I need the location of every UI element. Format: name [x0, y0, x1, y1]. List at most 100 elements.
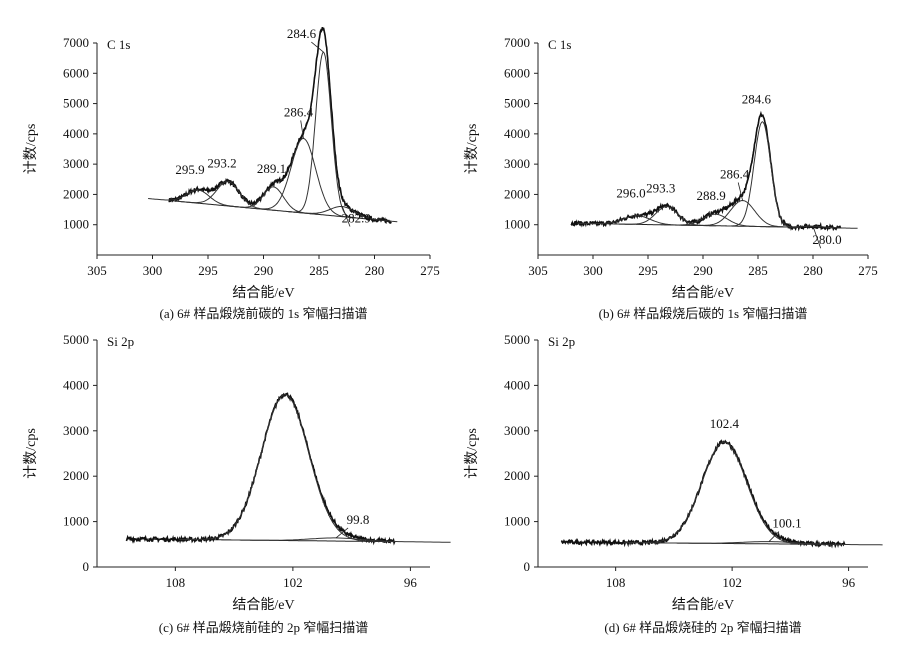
peak-label: 102.4 [710, 416, 740, 431]
peak-label: 288.9 [696, 188, 725, 203]
peak-label: 282.9 [342, 211, 371, 226]
component-peak [725, 121, 800, 228]
y-tick-label: 1000 [63, 514, 89, 529]
x-axis-label: 结合能/eV [672, 285, 734, 301]
component-peak [248, 137, 359, 219]
component-peak [660, 213, 770, 228]
x-tick-label: 96 [842, 575, 856, 590]
peak-label: 293.2 [207, 155, 236, 170]
y-tick-label: 6000 [63, 65, 89, 80]
y-tick-label: 4000 [504, 377, 530, 392]
y-tick-label: 1000 [504, 514, 530, 529]
x-axis-label: 结合能/eV [672, 597, 734, 613]
raw-spectrum [168, 26, 392, 224]
peak-leader [768, 531, 780, 542]
fit-envelope [571, 114, 841, 229]
peak-leader [341, 206, 351, 227]
y-axis-label: 计数/cps [23, 124, 39, 175]
y-tick-label: 3000 [504, 423, 530, 438]
peak-label: 280.0 [812, 232, 841, 247]
peak-label: 284.6 [742, 92, 772, 107]
x-tick-label: 108 [606, 575, 626, 590]
y-tick-label: 5000 [63, 96, 89, 111]
y-axis-label: 计数/cps [464, 124, 480, 175]
x-tick-label: 108 [166, 575, 186, 590]
panel-label: Si 2p [548, 334, 575, 349]
x-tick-label: 285 [309, 263, 329, 278]
peak-label: 296.0 [616, 186, 645, 201]
x-tick-label: 295 [638, 263, 658, 278]
fit-envelope [561, 441, 845, 545]
peak-label: 295.9 [175, 162, 204, 177]
x-tick-label: 300 [143, 263, 163, 278]
y-tick-label: 5000 [504, 96, 530, 111]
x-tick-label: 275 [420, 263, 440, 278]
y-tick-label: 3000 [63, 423, 89, 438]
y-tick-label: 3000 [504, 156, 530, 171]
x-tick-label: 102 [722, 575, 742, 590]
peak-leader [311, 41, 324, 53]
component-peak [179, 393, 391, 543]
panel-label: Si 2p [107, 334, 134, 349]
component-peak [221, 537, 451, 543]
component-peak [655, 541, 883, 546]
y-tick-label: 2000 [504, 468, 530, 483]
component-peak [688, 199, 798, 228]
panel-3: 0 1000 2000 3000 4000 5000 108 102 96 结合能/eV 计数/cp… [23, 332, 451, 635]
peak-label: 289.1 [257, 161, 286, 176]
y-tick-label: 2000 [63, 186, 89, 201]
x-tick-label: 305 [87, 263, 107, 278]
y-tick-label: 5000 [63, 332, 89, 347]
panel-2: 1000 2000 3000 4000 5000 6000 7000 305 300 295 290… [464, 35, 878, 321]
panel-caption: (c) 6# 样品煅烧前硅的 2p 窄幅扫描谱 [159, 620, 368, 635]
x-tick-label: 275 [858, 263, 878, 278]
peak-leader [335, 527, 349, 539]
y-tick-label: 6000 [504, 65, 530, 80]
panel-caption: (d) 6# 样品煅烧硅的 2p 窄幅扫描谱 [604, 620, 801, 635]
y-tick-label: 2000 [504, 186, 530, 201]
peak-leader [737, 182, 743, 201]
peak-label: 99.8 [347, 512, 370, 527]
x-axis-label: 结合能/eV [232, 597, 294, 613]
y-tick-label: 0 [83, 559, 90, 574]
panel-1: 1000 2000 3000 4000 5000 6000 7000 305 300 295 290… [23, 26, 440, 321]
peak-label: 293.3 [646, 181, 675, 196]
peak-leader [812, 226, 822, 249]
y-tick-label: 4000 [504, 126, 530, 141]
y-axis-label: 计数/cps [464, 428, 480, 479]
component-peak [768, 225, 858, 229]
y-tick-label: 4000 [63, 377, 89, 392]
y-axis-label: 计数/cps [23, 428, 39, 479]
x-axis-label: 结合能/eV [232, 285, 294, 301]
y-tick-label: 4000 [63, 126, 89, 141]
x-tick-label: 295 [198, 263, 218, 278]
x-tick-label: 290 [254, 263, 274, 278]
x-tick-label: 290 [693, 263, 713, 278]
y-tick-label: 2000 [63, 468, 89, 483]
peak-leader [300, 120, 304, 139]
peak-label: 286.4 [284, 104, 314, 119]
x-tick-label: 96 [404, 575, 418, 590]
y-tick-label: 3000 [63, 156, 89, 171]
peak-label: 286.4 [720, 166, 750, 181]
x-tick-label: 305 [528, 263, 548, 278]
y-tick-label: 7000 [504, 35, 530, 50]
raw-spectrum [570, 110, 842, 232]
y-tick-label: 1000 [504, 217, 530, 232]
panel-caption: (a) 6# 样品煅烧前碳的 1s 窄幅扫描谱 [160, 306, 368, 321]
panel-caption: (b) 6# 样品煅烧后碳的 1s 窄幅扫描谱 [599, 306, 808, 321]
panel-label: C 1s [548, 37, 571, 52]
y-tick-label: 7000 [63, 35, 89, 50]
y-tick-label: 5000 [504, 332, 530, 347]
y-tick-label: 0 [524, 559, 531, 574]
panel-4: 0 1000 2000 3000 4000 5000 108 102 96 结合能/eV 计数/cp… [464, 332, 883, 635]
raw-spectrum [560, 439, 846, 549]
raw-spectrum [125, 392, 396, 546]
peak-label: 100.1 [772, 516, 801, 531]
x-tick-label: 285 [748, 263, 768, 278]
x-tick-label: 280 [365, 263, 385, 278]
x-tick-label: 300 [583, 263, 603, 278]
component-peak [287, 206, 398, 223]
y-tick-label: 1000 [63, 217, 89, 232]
